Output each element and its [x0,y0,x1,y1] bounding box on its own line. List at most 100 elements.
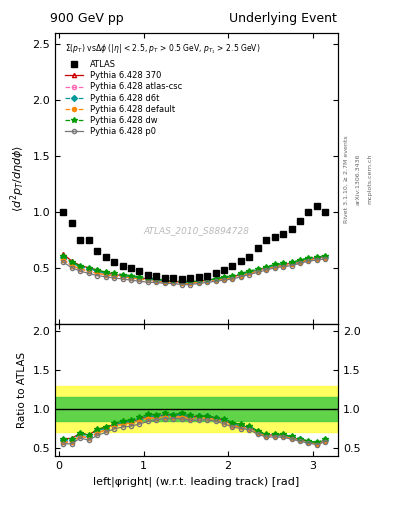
Text: mcplots.cern.ch: mcplots.cern.ch [367,154,372,204]
Pythia 6.428 d6t [129,274,133,280]
Pythia 6.428 atlas-csc [289,262,294,268]
Pythia 6.428 dw [145,275,150,281]
Pythia 6.428 p0 [255,269,260,275]
Pythia 6.428 atlas-csc [112,272,116,279]
Pythia 6.428 atlas-csc [188,281,193,287]
Pythia 6.428 p0 [272,265,277,271]
Pythia 6.428 default [95,270,99,276]
Pythia 6.428 p0 [103,274,108,280]
Pythia 6.428 370 [145,276,150,282]
Text: arXiv:1306.3436: arXiv:1306.3436 [355,154,360,205]
Pythia 6.428 dw [61,252,66,259]
Pythia 6.428 370 [289,260,294,266]
Pythia 6.428 p0 [306,258,311,264]
Pythia 6.428 p0 [86,270,91,276]
Pythia 6.428 370 [188,279,193,285]
Pythia 6.428 atlas-csc [137,276,142,282]
Pythia 6.428 default [188,281,193,287]
Pythia 6.428 dw [272,262,277,268]
Pythia 6.428 370 [230,274,235,280]
Pythia 6.428 d6t [137,275,142,281]
Pythia 6.428 d6t [70,260,74,266]
Pythia 6.428 atlas-csc [281,263,285,269]
Pythia 6.428 dw [188,278,193,284]
Pythia 6.428 dw [247,268,252,274]
Pythia 6.428 d6t [306,256,311,262]
Pythia 6.428 default [179,281,184,287]
Pythia 6.428 370 [323,253,328,260]
Pythia 6.428 default [205,278,209,284]
Text: Rivet 3.1.10, ≥ 2.7M events: Rivet 3.1.10, ≥ 2.7M events [343,135,348,223]
ATLAS [306,209,311,215]
Pythia 6.428 d6t [196,278,201,284]
Pythia 6.428 default [247,270,252,276]
Pythia 6.428 dw [281,260,285,266]
Pythia 6.428 default [222,276,226,282]
Pythia 6.428 370 [154,277,159,283]
Pythia 6.428 default [145,277,150,283]
Pythia 6.428 p0 [70,265,74,271]
ATLAS [264,237,268,243]
Text: 900 GeV pp: 900 GeV pp [50,12,123,25]
Bar [55,397,338,421]
Pythia 6.428 370 [70,258,74,264]
Pythia 6.428 p0 [137,278,142,284]
Pythia 6.428 dw [95,267,99,273]
Pythia 6.428 dw [120,271,125,278]
Pythia 6.428 370 [298,258,302,264]
Pythia 6.428 d6t [222,275,226,281]
Pythia 6.428 default [61,257,66,263]
Pythia 6.428 dw [255,266,260,272]
Pythia 6.428 370 [95,267,99,273]
Pythia 6.428 p0 [230,276,235,282]
Pythia 6.428 default [171,279,176,285]
Pythia 6.428 p0 [179,282,184,288]
Pythia 6.428 default [129,275,133,281]
Pythia 6.428 default [230,275,235,281]
Pythia 6.428 dw [86,265,91,271]
Pythia 6.428 370 [314,254,319,261]
Pythia 6.428 atlas-csc [298,259,302,265]
ATLAS [272,233,277,240]
Pythia 6.428 dw [112,270,116,276]
Pythia 6.428 370 [86,265,91,271]
Pythia 6.428 d6t [162,278,167,284]
Pythia 6.428 370 [78,263,83,269]
Pythia 6.428 default [112,272,116,279]
Pythia 6.428 dw [137,274,142,280]
Pythia 6.428 atlas-csc [323,254,328,261]
Pythia 6.428 370 [61,251,66,258]
Pythia 6.428 dw [230,272,235,279]
Pythia 6.428 370 [179,279,184,285]
Pythia 6.428 370 [264,265,268,271]
ATLAS [289,226,294,232]
ATLAS [129,265,133,271]
Y-axis label: $\langle d^2 p_T/d\eta d\phi \rangle$: $\langle d^2 p_T/d\eta d\phi \rangle$ [8,145,27,212]
Pythia 6.428 atlas-csc [86,268,91,274]
Pythia 6.428 370 [103,269,108,275]
Pythia 6.428 370 [306,256,311,262]
ATLAS [314,203,319,209]
Pythia 6.428 dw [78,263,83,269]
Pythia 6.428 default [213,277,218,283]
Line: Pythia 6.428 dw: Pythia 6.428 dw [61,253,328,284]
Pythia 6.428 p0 [239,274,243,280]
Pythia 6.428 default [78,266,83,272]
ATLAS [247,253,252,260]
Pythia 6.428 d6t [264,265,268,271]
Text: $\Sigma(p_T)$ vs$\Delta\phi$ ($|\eta|$ < 2.5, $p_T$ > 0.5 GeV, $p_{T_1}$ > 2.5 G: $\Sigma(p_T)$ vs$\Delta\phi$ ($|\eta|$ <… [65,42,260,55]
Pythia 6.428 370 [213,276,218,282]
ATLAS [86,237,91,243]
Pythia 6.428 p0 [298,260,302,266]
Pythia 6.428 p0 [222,277,226,283]
Line: Pythia 6.428 atlas-csc: Pythia 6.428 atlas-csc [61,255,327,286]
ATLAS [255,245,260,251]
Pythia 6.428 p0 [129,277,133,283]
Pythia 6.428 d6t [298,258,302,264]
Pythia 6.428 p0 [281,264,285,270]
Pythia 6.428 370 [272,263,277,269]
Pythia 6.428 atlas-csc [196,279,201,285]
Pythia 6.428 dw [171,278,176,284]
Pythia 6.428 default [137,276,142,282]
Pythia 6.428 d6t [112,271,116,278]
